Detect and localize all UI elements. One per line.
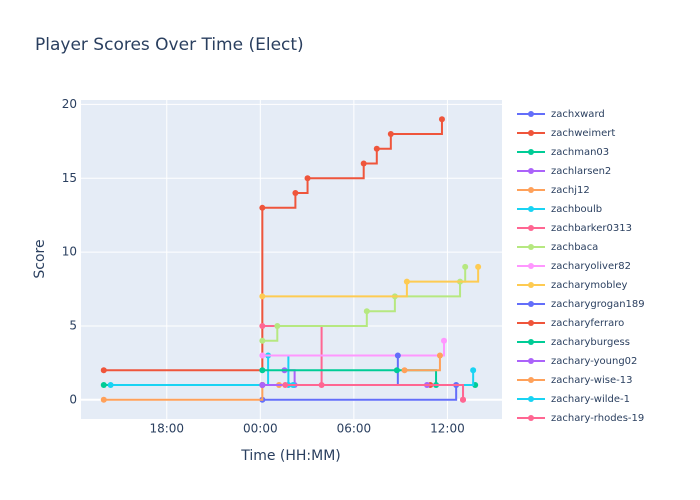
data-point: [292, 190, 299, 197]
legend-marker: [528, 396, 534, 402]
legend-marker: [528, 358, 534, 364]
data-point: [475, 263, 482, 270]
y-tick-label: 5: [69, 318, 77, 332]
data-point: [282, 382, 289, 389]
series-line: [404, 355, 441, 372]
plot-area: [81, 100, 502, 419]
legend-label: zacharymobley: [551, 280, 628, 291]
legend-marker: [528, 130, 534, 136]
legend-marker: [528, 415, 534, 421]
data-point: [259, 337, 266, 344]
legend-label: zachbaca: [551, 242, 598, 253]
legend-marker: [528, 320, 534, 326]
data-point: [440, 337, 447, 344]
data-point: [438, 116, 445, 123]
legend-label: zacharyoliver82: [551, 261, 631, 272]
x-axis-title: Time (HH:MM): [240, 448, 341, 464]
legend-marker: [528, 263, 534, 269]
legend-label: zachweimert: [551, 128, 615, 139]
series-line: [103, 119, 443, 372]
legend-marker: [528, 377, 534, 383]
data-point: [393, 367, 400, 374]
legend-marker: [528, 187, 534, 193]
legend-label: zacharyferraro: [551, 318, 624, 329]
data-point: [259, 322, 266, 329]
y-tick-label: 15: [62, 171, 77, 185]
data-point: [394, 352, 401, 359]
data-point: [360, 160, 367, 167]
y-axis-title: Score: [32, 239, 48, 278]
data-point: [460, 396, 467, 403]
data-point: [403, 278, 410, 285]
data-point: [304, 175, 311, 182]
legend-marker: [528, 301, 534, 307]
legend-label: zachbarker0313: [551, 223, 632, 234]
legend-label: zachary-young02: [551, 356, 637, 367]
data-point: [107, 382, 114, 389]
x-tick-label: 06:00: [337, 422, 372, 436]
data-point: [436, 352, 443, 359]
chart-title: Player Scores Over Time (Elect): [35, 35, 304, 55]
data-point: [373, 145, 380, 152]
legend-label: zachlarsen2: [551, 166, 611, 177]
data-point: [259, 352, 266, 359]
series-line: [262, 385, 458, 401]
legend-label: zachman03: [551, 147, 609, 158]
data-point: [100, 396, 107, 403]
data-point: [274, 322, 281, 329]
legend-label: zachary-wilde-1: [551, 394, 630, 405]
data-point: [363, 308, 370, 315]
legend-label: zachxward: [551, 109, 605, 120]
y-tick-label: 20: [62, 97, 77, 111]
legend-marker: [528, 244, 534, 250]
series-line: [285, 384, 465, 400]
y-tick-label: 10: [62, 245, 77, 259]
data-point: [100, 367, 107, 374]
legend-label: zachary-wise-13: [551, 375, 632, 386]
x-tick-label: 00:00: [243, 422, 278, 436]
y-tick-label: 0: [69, 392, 77, 406]
legend-label: zacharyburgess: [551, 337, 630, 348]
data-point: [100, 382, 107, 389]
data-point: [259, 382, 266, 389]
data-point: [259, 293, 266, 300]
series-line: [262, 340, 445, 357]
legend-label: zacharygrogan189: [551, 299, 645, 310]
x-tick-label: 12:00: [430, 422, 465, 436]
legend-marker: [528, 111, 534, 117]
data-point: [401, 367, 408, 374]
legend-label: zachj12: [551, 185, 590, 196]
legend-marker: [528, 282, 534, 288]
x-tick-label: 18:00: [149, 422, 184, 436]
data-point: [259, 204, 266, 211]
legend-marker: [528, 225, 534, 231]
data-point: [470, 367, 477, 374]
legend-label: zachary-rhodes-19: [551, 413, 644, 424]
legend-marker: [528, 149, 534, 155]
data-point: [387, 130, 394, 137]
legend-marker: [528, 168, 534, 174]
data-point: [259, 367, 266, 374]
legend-marker: [528, 206, 534, 212]
data-point: [462, 263, 469, 270]
legend-marker: [528, 339, 534, 345]
legend-label: zachboulb: [551, 204, 602, 215]
